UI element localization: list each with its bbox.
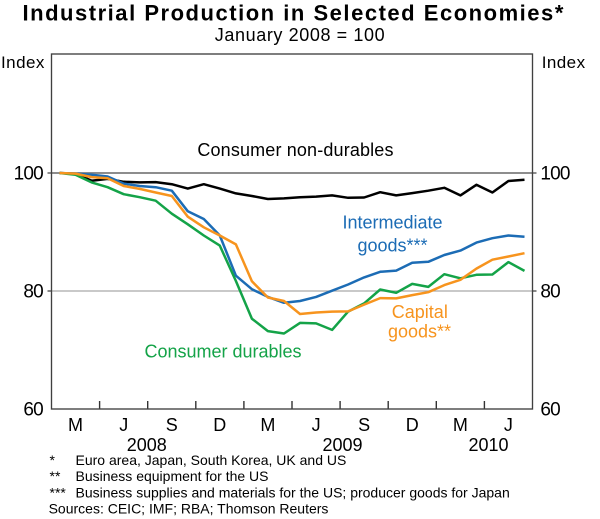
svg-text:Index: Index <box>542 53 586 72</box>
svg-text:80: 80 <box>23 282 43 303</box>
svg-text:Sources: CEIC; IMF; RBA; Thoms: Sources: CEIC; IMF; RBA; Thomson Reuters <box>49 501 329 517</box>
svg-text:2009: 2009 <box>322 435 362 455</box>
svg-text:60: 60 <box>23 400 43 421</box>
svg-text:**: ** <box>50 468 61 484</box>
svg-text:2008: 2008 <box>127 435 167 455</box>
svg-text:M: M <box>453 415 468 435</box>
svg-text:J: J <box>119 415 128 435</box>
svg-text:S: S <box>358 415 370 435</box>
svg-text:S: S <box>166 415 178 435</box>
svg-text:***: *** <box>50 484 67 500</box>
svg-text:80: 80 <box>540 282 560 303</box>
svg-text:2010: 2010 <box>468 435 508 455</box>
svg-text:Capital: Capital <box>392 302 448 322</box>
svg-text:*: * <box>50 452 56 468</box>
svg-text:D: D <box>213 415 226 435</box>
svg-text:goods**: goods** <box>388 322 451 342</box>
svg-text:D: D <box>406 415 419 435</box>
svg-text:Intermediate: Intermediate <box>342 213 442 233</box>
svg-text:M: M <box>68 415 83 435</box>
svg-text:60: 60 <box>540 400 560 421</box>
svg-text:M: M <box>260 415 275 435</box>
svg-text:goods***: goods*** <box>357 235 427 255</box>
svg-text:Euro area, Japan, South Korea,: Euro area, Japan, South Korea, UK and US <box>76 452 347 468</box>
svg-text:Business equipment for the US: Business equipment for the US <box>76 468 269 484</box>
svg-text:J: J <box>504 415 513 435</box>
svg-text:Business supplies and material: Business supplies and materials for the … <box>76 484 510 500</box>
svg-text:Index: Index <box>1 53 45 72</box>
svg-text:Consumer durables: Consumer durables <box>144 342 301 362</box>
svg-text:Consumer non-durables: Consumer non-durables <box>197 140 393 160</box>
svg-text:100: 100 <box>540 164 570 185</box>
svg-text:100: 100 <box>14 164 44 185</box>
svg-text:J: J <box>312 415 321 435</box>
svg-text:Industrial Production in Selec: Industrial Production in Selected Econom… <box>22 1 564 26</box>
svg-text:January 2008 = 100: January 2008 = 100 <box>215 25 385 45</box>
